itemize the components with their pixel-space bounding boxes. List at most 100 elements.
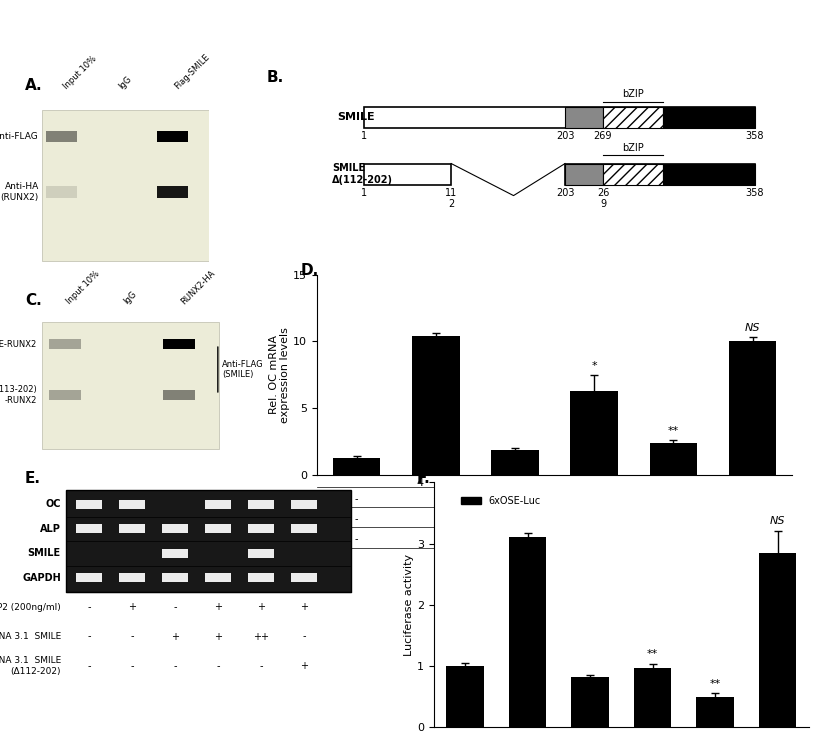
Bar	[76, 573, 103, 582]
Text: Anti-FLAG
(SMILE): Anti-FLAG (SMILE)	[222, 360, 264, 379]
Text: +: +	[590, 494, 598, 504]
Text: IgG: IgG	[122, 289, 138, 306]
Bar	[46, 131, 77, 142]
Text: IgG: IgG	[117, 75, 133, 91]
Text: -: -	[671, 534, 676, 544]
Text: *: *	[591, 361, 597, 371]
Text: +: +	[257, 603, 265, 612]
Text: -: -	[88, 603, 91, 612]
Text: -: -	[88, 661, 91, 671]
Text: Anti-HA
(RUNX2): Anti-HA (RUNX2)	[1, 183, 39, 202]
Text: -: -	[434, 514, 438, 524]
Text: +: +	[214, 603, 222, 612]
Text: ++: ++	[666, 514, 681, 524]
Bar	[119, 524, 145, 533]
Bar	[729, 341, 776, 475]
Text: SMILE
Δ(112-202): SMILE Δ(112-202)	[332, 163, 393, 185]
Y-axis label: Luciferase activity: Luciferase activity	[404, 554, 414, 656]
Text: +: +	[432, 494, 440, 504]
Text: RUNX2-HA: RUNX2-HA	[179, 268, 217, 306]
Bar	[412, 336, 460, 475]
Bar	[565, 107, 603, 128]
Text: +: +	[299, 603, 308, 612]
Text: 358: 358	[746, 131, 764, 141]
Bar	[162, 548, 188, 558]
Bar	[565, 163, 603, 185]
Text: -: -	[130, 661, 134, 671]
Text: 203: 203	[555, 188, 575, 198]
Text: BMP2 (200ng/ml): BMP2 (200ng/ml)	[0, 603, 61, 611]
Text: 358: 358	[746, 188, 764, 198]
Text: SMILE: SMILE	[272, 514, 301, 524]
Bar	[571, 677, 609, 727]
Text: E.: E.	[25, 471, 41, 486]
Text: +: +	[511, 514, 519, 524]
Text: -: -	[173, 603, 177, 612]
Text: -: -	[592, 534, 596, 544]
Text: D.: D.	[300, 263, 319, 278]
Text: +: +	[590, 514, 598, 524]
Bar	[119, 573, 145, 582]
Bar	[248, 499, 274, 509]
Bar	[291, 524, 317, 533]
Bar	[650, 443, 697, 475]
Bar	[634, 669, 671, 727]
Text: -: -	[173, 661, 177, 671]
Bar	[119, 499, 145, 509]
Text: OC: OC	[45, 499, 61, 509]
Bar	[42, 111, 208, 260]
Bar	[248, 524, 274, 533]
Bar	[603, 163, 662, 185]
Bar	[446, 666, 484, 727]
Text: B.: B.	[267, 70, 284, 85]
Bar	[570, 391, 618, 475]
Bar	[333, 458, 380, 475]
Bar	[603, 107, 662, 128]
Text: -: -	[751, 514, 755, 524]
Text: **: **	[710, 679, 721, 689]
Text: SMILE
(Δ113-202): SMILE (Δ113-202)	[246, 528, 301, 550]
Text: +: +	[749, 494, 756, 504]
Text: **: **	[668, 426, 679, 436]
Text: -: -	[88, 631, 91, 642]
Bar	[248, 573, 274, 582]
Bar	[491, 450, 539, 475]
Bar	[46, 186, 77, 197]
Text: 203: 203	[555, 131, 575, 141]
Text: +: +	[299, 661, 308, 671]
Text: A.: A.	[25, 78, 43, 93]
Text: +: +	[128, 603, 136, 612]
Text: NS: NS	[745, 324, 761, 333]
Text: F.: F.	[417, 471, 430, 486]
Text: +: +	[749, 534, 756, 544]
Text: 1: 1	[361, 131, 368, 141]
Text: +: +	[171, 631, 179, 642]
Text: 26
9: 26 9	[597, 188, 609, 209]
Bar	[48, 339, 81, 349]
Bar	[662, 107, 755, 128]
Text: SMILE: SMILE	[337, 112, 375, 122]
Bar	[163, 390, 195, 400]
Text: NS: NS	[770, 516, 786, 526]
Text: 269: 269	[594, 131, 612, 141]
Y-axis label: Rel. OC mRNA
expression levels: Rel. OC mRNA expression levels	[269, 326, 290, 423]
Text: -: -	[354, 534, 359, 544]
Bar	[759, 553, 796, 727]
Text: +: +	[670, 494, 677, 504]
Text: -: -	[216, 661, 220, 671]
Text: -: -	[259, 661, 263, 671]
Bar	[205, 573, 231, 582]
Bar	[662, 163, 755, 185]
Bar	[205, 524, 231, 533]
Text: SMILE: SMILE	[28, 548, 61, 558]
Bar	[162, 524, 188, 533]
Bar	[157, 131, 188, 142]
Text: +: +	[214, 631, 222, 642]
Text: -: -	[130, 631, 134, 642]
Bar	[565, 163, 755, 185]
Text: 11
2: 11 2	[445, 188, 457, 209]
Bar	[157, 186, 188, 197]
Bar	[364, 163, 451, 185]
Text: -: -	[434, 534, 438, 544]
Text: -: -	[354, 494, 359, 504]
